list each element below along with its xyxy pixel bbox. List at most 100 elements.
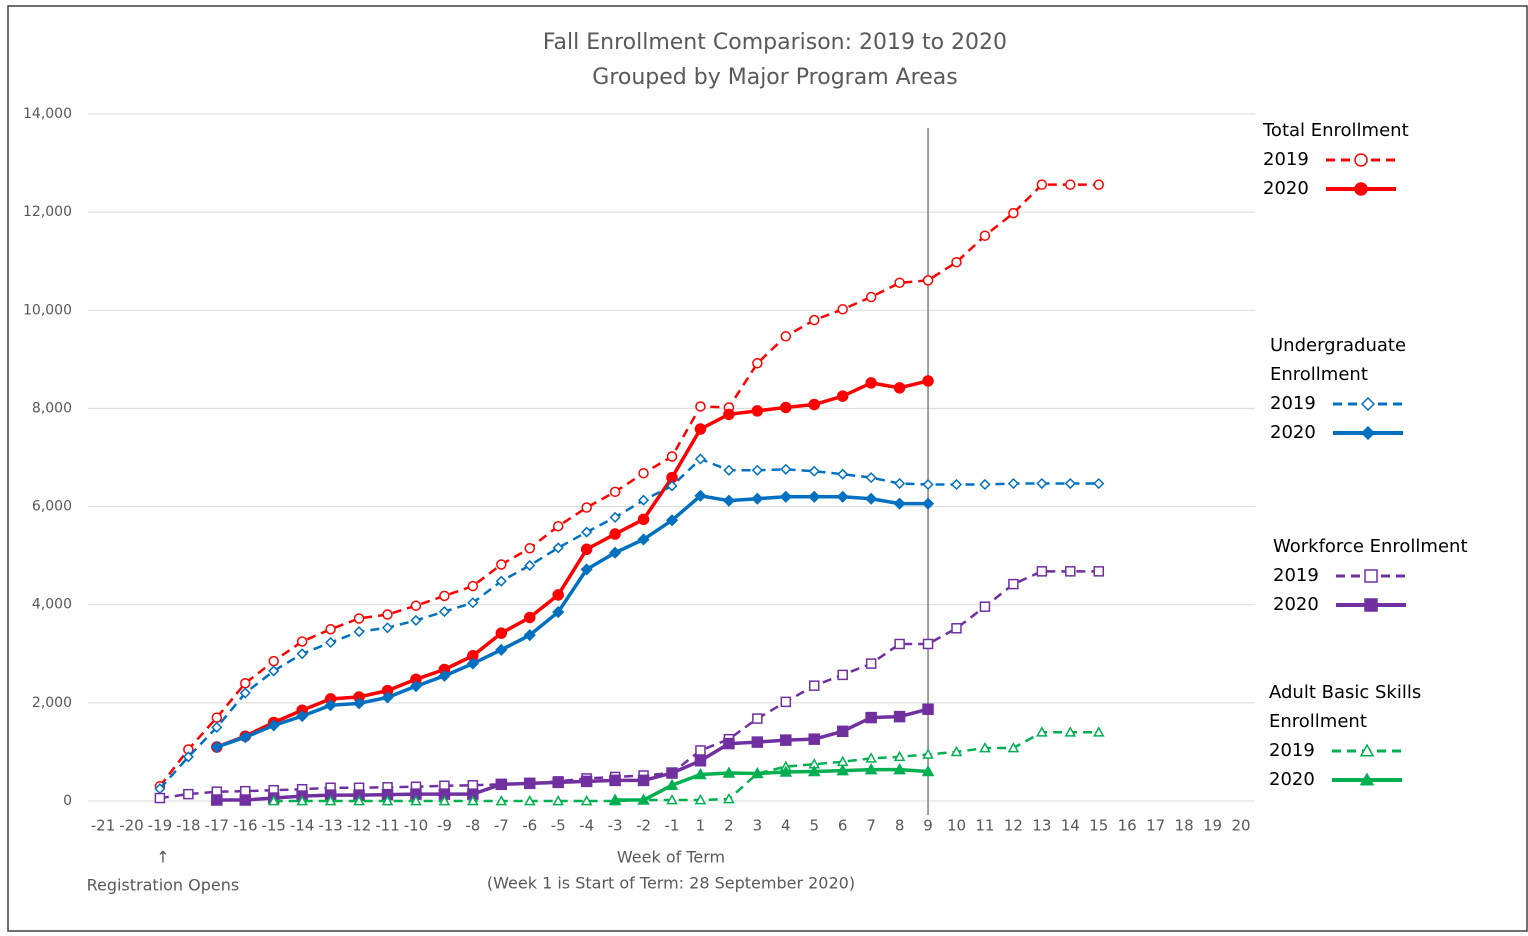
point [296, 794, 308, 806]
point [1036, 477, 1048, 490]
point [524, 777, 536, 790]
legend-marker [1359, 772, 1375, 786]
point [894, 638, 905, 650]
point [780, 401, 792, 414]
x-tick-label: -15 [261, 817, 286, 835]
point [637, 774, 650, 787]
point [496, 559, 507, 570]
point [837, 669, 848, 681]
point [409, 680, 423, 693]
point [438, 606, 450, 618]
point [979, 741, 991, 753]
y-tick-label: 8,000 [32, 400, 72, 416]
x-tick-label: 18 [1175, 817, 1194, 835]
point [694, 453, 707, 465]
point [552, 776, 564, 789]
point [723, 792, 735, 804]
point [268, 665, 280, 677]
point [524, 559, 536, 572]
point [552, 606, 565, 619]
point [808, 733, 820, 745]
point [836, 390, 849, 402]
point [211, 712, 223, 723]
point [609, 511, 621, 523]
point [979, 478, 991, 491]
point [324, 794, 337, 806]
point [751, 492, 764, 505]
point [665, 514, 679, 527]
point [609, 774, 621, 787]
point [495, 778, 508, 791]
point [921, 497, 935, 510]
point [438, 794, 451, 806]
point [552, 589, 564, 601]
x-tick-label: -11 [375, 817, 400, 835]
x-tick-label: 9 [923, 817, 933, 835]
x-tick-label: 13 [1032, 817, 1051, 835]
point [580, 775, 593, 788]
point [723, 737, 735, 750]
point [637, 513, 650, 526]
point [353, 794, 365, 806]
legend-marker [1360, 396, 1376, 412]
x-tick-label: 20 [1231, 817, 1250, 835]
point [722, 766, 736, 778]
point [837, 468, 849, 480]
point [211, 721, 223, 733]
point [836, 725, 849, 738]
point [381, 691, 394, 704]
point [865, 711, 877, 724]
point [296, 636, 308, 647]
point [922, 638, 934, 650]
point [1008, 578, 1019, 590]
point [893, 763, 906, 775]
point [495, 575, 507, 587]
point [808, 398, 820, 411]
x-tick-label: -20 [119, 817, 144, 835]
point [1008, 207, 1019, 219]
point [239, 794, 251, 806]
point [808, 490, 821, 503]
chart-border [7, 5, 1528, 932]
x-tick-label: -18 [176, 817, 201, 835]
point [893, 750, 906, 762]
legend-label: 2019 [1270, 393, 1316, 414]
point [865, 291, 877, 303]
point [922, 703, 934, 715]
x-axis-label: Week of Term [617, 848, 725, 867]
point [467, 597, 479, 609]
point [581, 526, 593, 538]
legend-marker [1354, 182, 1368, 196]
x-tick-label: 16 [1118, 817, 1137, 835]
point [865, 377, 877, 389]
point [210, 740, 223, 754]
point [695, 745, 706, 756]
point [865, 752, 877, 763]
point [410, 600, 422, 611]
point [296, 710, 309, 723]
series-line [159, 570, 1099, 800]
annotation-arrow: ↑ [156, 848, 169, 867]
point [466, 657, 479, 670]
point [893, 497, 906, 510]
point [950, 478, 963, 491]
point [495, 627, 508, 639]
point [808, 465, 820, 477]
point [807, 765, 821, 777]
point [438, 669, 451, 682]
legend-marker [1354, 153, 1368, 167]
x-tick-label: 19 [1203, 817, 1222, 835]
y-tick-label: 4,000 [32, 597, 72, 613]
point [211, 794, 223, 806]
legend-label: 2019 [1273, 565, 1319, 586]
x-tick-label: 8 [895, 817, 905, 835]
point [580, 563, 593, 576]
point [694, 755, 707, 767]
x-tick-label: -10 [404, 817, 429, 835]
point [267, 719, 280, 732]
legend-marker [1360, 425, 1376, 441]
point [1065, 566, 1076, 577]
point [951, 256, 962, 268]
point [979, 230, 991, 241]
